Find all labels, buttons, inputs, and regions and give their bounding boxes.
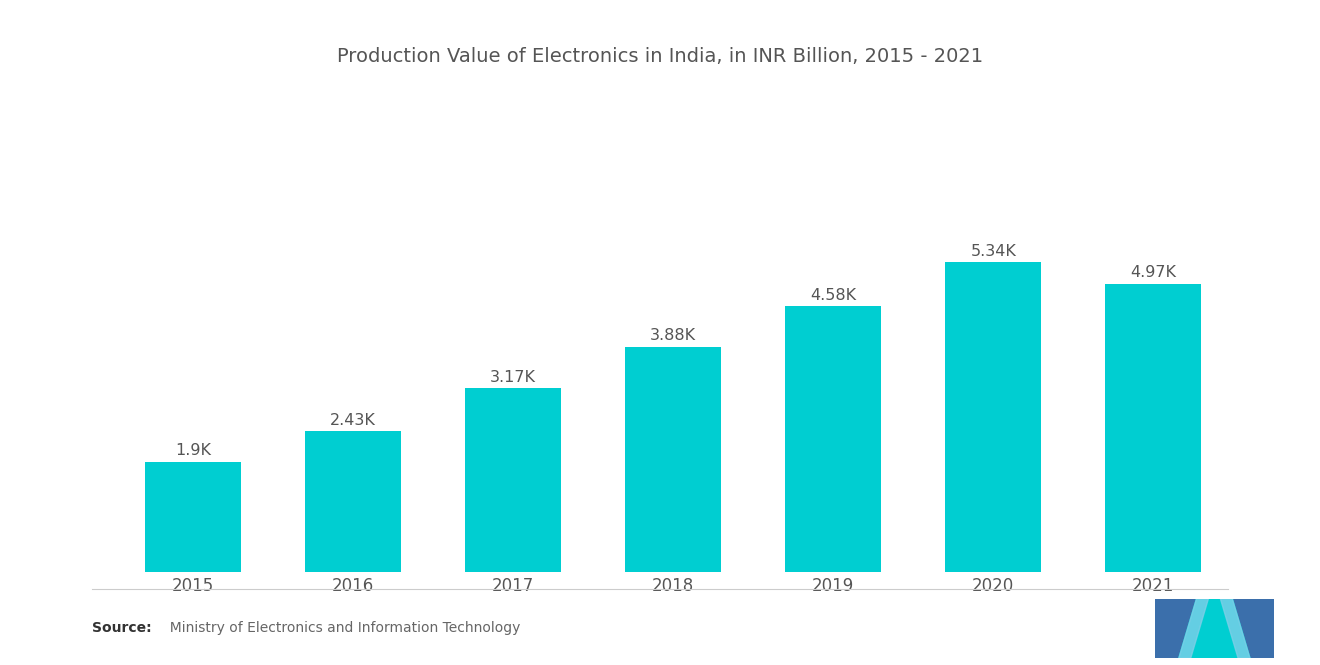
Text: Ministry of Electronics and Information Technology: Ministry of Electronics and Information … [161, 621, 520, 636]
Text: 3.17K: 3.17K [490, 370, 536, 384]
Bar [945, 262, 1041, 572]
Polygon shape [1233, 598, 1274, 658]
Bar [785, 307, 882, 572]
Bar [145, 462, 242, 572]
Bar [305, 431, 401, 572]
Polygon shape [1179, 598, 1209, 658]
Bar [626, 347, 721, 572]
Text: 4.58K: 4.58K [810, 288, 857, 303]
Polygon shape [1220, 598, 1250, 658]
Text: Production Value of Electronics in India, in INR Billion, 2015 - 2021: Production Value of Electronics in India… [337, 47, 983, 66]
Polygon shape [1179, 598, 1250, 658]
Text: 1.9K: 1.9K [176, 444, 211, 458]
Bar [465, 388, 561, 572]
Text: Source:: Source: [92, 621, 152, 636]
Polygon shape [1155, 598, 1196, 658]
Text: 3.88K: 3.88K [651, 329, 696, 344]
Text: 4.97K: 4.97K [1130, 265, 1176, 280]
Text: 5.34K: 5.34K [970, 244, 1016, 259]
Text: 2.43K: 2.43K [330, 412, 376, 428]
Bar [1105, 284, 1201, 572]
